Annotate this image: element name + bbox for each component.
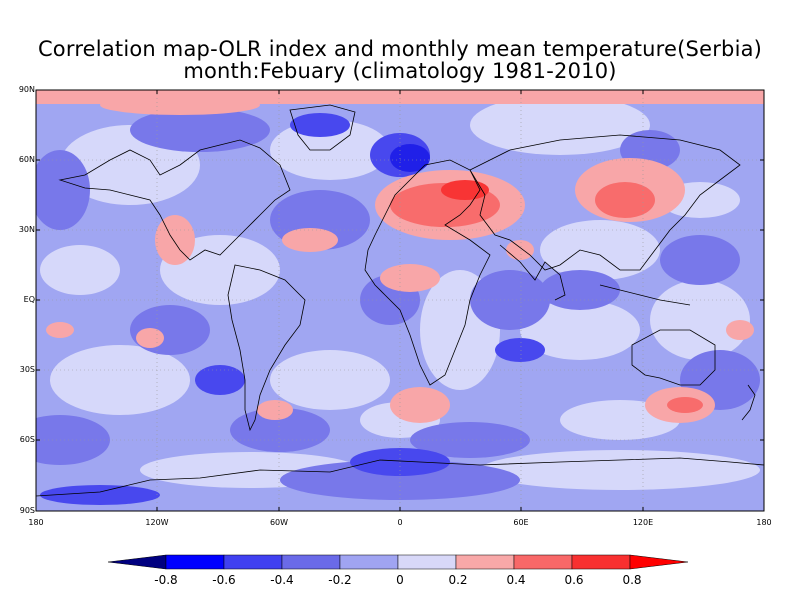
- lon-label-120w: 120W: [145, 518, 169, 527]
- coastline-north-america: [58, 139, 291, 261]
- colorbar: [107, 554, 689, 570]
- lon-label-0: 0: [397, 518, 403, 527]
- colorbar-label-m06: -0.6: [212, 573, 236, 587]
- colorbar-label-p06: 0.6: [564, 573, 584, 587]
- lat-label-eq: EQ: [23, 295, 35, 304]
- lon-label-60w: 60W: [269, 518, 289, 527]
- field-minus-0.2-to-0: [36, 108, 760, 500]
- lon-label-180w: 180: [28, 518, 44, 527]
- coastline-new-zealand: [741, 384, 756, 421]
- chart-title-line1: Correlation map-OLR index and monthly me…: [37, 37, 763, 61]
- colorbar-label-p08: 0.8: [622, 573, 642, 587]
- colorbar-label-m08: -0.8: [154, 573, 178, 587]
- colorbar-label-p02: 0.2: [448, 573, 468, 587]
- colorbar-arrow-high: [629, 554, 689, 570]
- coastline-south-asia: [499, 244, 566, 301]
- chart-title-line2: month:Febuary (climatology 1981-2010): [183, 59, 617, 83]
- field-minus-0.6-to-minus-0.4: [390, 144, 430, 172]
- coastlines: [35, 104, 765, 497]
- colorbar-segment: [455, 554, 515, 570]
- coastline-south-america: [227, 264, 306, 432]
- lat-label-90n: 90N: [18, 85, 35, 94]
- lon-label-120e: 120E: [632, 518, 654, 527]
- coastline-antarctica: [35, 457, 765, 497]
- colorbar-segment: [281, 554, 341, 570]
- colorbar-label-m04: -0.4: [270, 573, 294, 587]
- colorbar-segment: [339, 554, 399, 570]
- colorbar-segment: [571, 554, 631, 570]
- graticule: [36, 90, 764, 511]
- colorbar-label-0: 0: [396, 573, 404, 587]
- colorbar-segment: [165, 554, 225, 570]
- coastline-asia: [469, 134, 741, 271]
- coastline-europe-africa: [364, 159, 491, 386]
- coastline-australia: [631, 329, 716, 386]
- lon-label-180e: 180: [756, 518, 772, 527]
- lon-label-60e: 60E: [513, 518, 529, 527]
- colorbar-label-m02: -0.2: [328, 573, 352, 587]
- axis-ticks: [36, 89, 764, 512]
- coastline-greenland: [289, 104, 356, 151]
- lat-label-30s: 30S: [19, 365, 35, 374]
- coastline-se-asia: [599, 284, 691, 306]
- lat-label-30n: 30N: [18, 225, 35, 234]
- colorbar-label-p04: 0.4: [506, 573, 526, 587]
- lat-label-90s: 90S: [19, 506, 35, 515]
- lat-label-60n: 60N: [18, 155, 35, 164]
- colorbar-arrow-low: [107, 554, 167, 570]
- colorbar-segment: [397, 554, 457, 570]
- lat-label-60s: 60S: [19, 435, 35, 444]
- colorbar-segment: [513, 554, 573, 570]
- colorbar-segment: [223, 554, 283, 570]
